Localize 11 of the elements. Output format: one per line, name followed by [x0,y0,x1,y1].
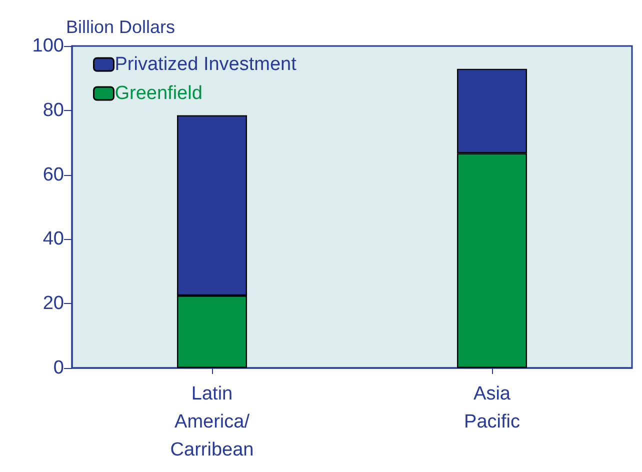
x-tick-label: Asia Pacific [464,384,520,432]
y-tick-label: 0 [53,358,64,378]
y-axis-title: Billion Dollars [66,17,176,37]
x-tick-label: Latin America/ Carribean [170,384,254,460]
y-tick-label: 60 [42,164,64,186]
legend-label: Greenfield [114,83,202,104]
y-tick-label: 20 [42,293,64,314]
y-tick-label: 100 [32,36,64,56]
legend-label: Privatized Investment [114,54,298,75]
y-tick-label: 80 [42,100,64,121]
y-tick-label: 40 [42,228,64,250]
